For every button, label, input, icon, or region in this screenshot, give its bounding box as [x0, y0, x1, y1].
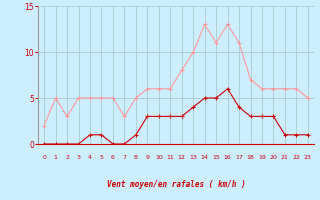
X-axis label: Vent moyen/en rafales ( km/h ): Vent moyen/en rafales ( km/h )	[107, 180, 245, 189]
